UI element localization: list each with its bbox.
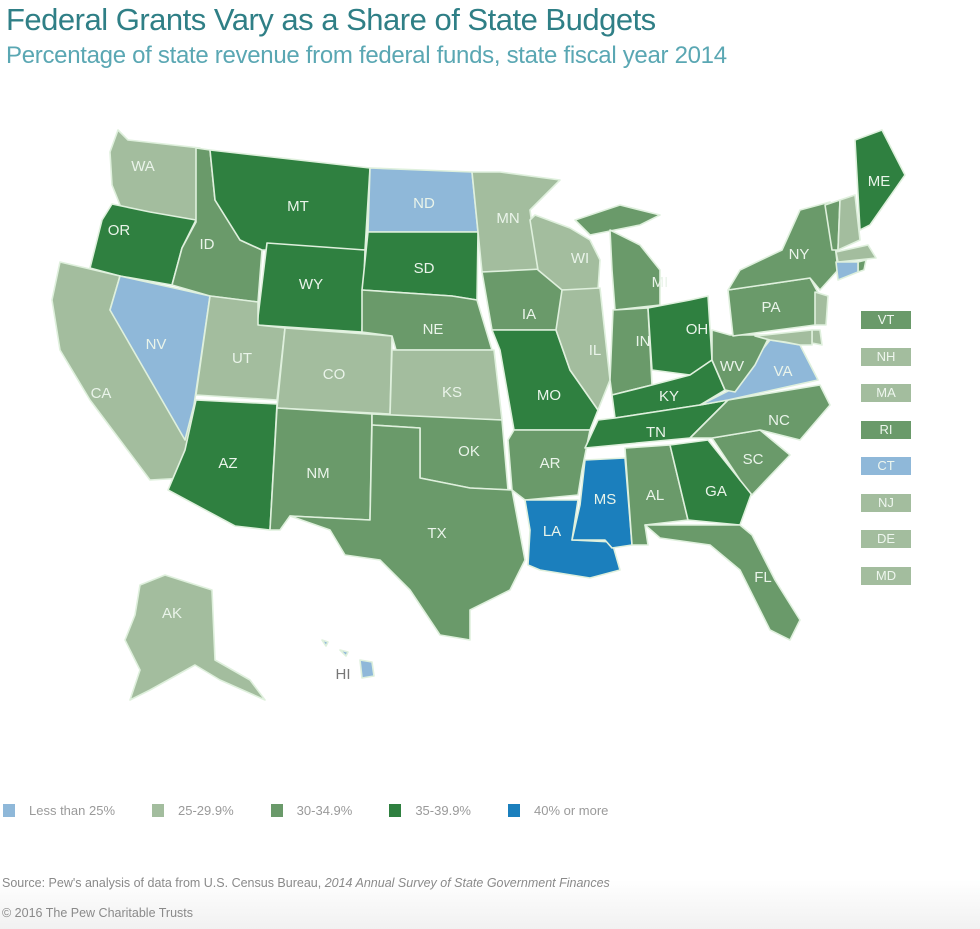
- state-label-NE: NE: [423, 321, 444, 338]
- state-label-TN: TN: [646, 424, 666, 441]
- state-MA[interactable]: [835, 244, 877, 263]
- legend: Less than 25% 25-29.9% 30-34.9% 35-39.9%…: [0, 800, 642, 820]
- state-label-MO: MO: [537, 387, 561, 404]
- state-label-IN: IN: [636, 333, 651, 350]
- state-FL[interactable]: [644, 524, 801, 641]
- state-NY[interactable]: [727, 201, 839, 291]
- state-key-MD: MD: [861, 566, 911, 585]
- state-key-CT: CT: [861, 457, 911, 475]
- source-note: Source: Pew's analysis of data from U.S.…: [2, 876, 610, 890]
- state-label-GA: GA: [705, 483, 727, 500]
- legend-label: 30-34.9%: [296, 802, 353, 818]
- state-label-WY: WY: [299, 276, 323, 293]
- state-HI[interactable]: [321, 639, 375, 679]
- state-label-HI: HI: [336, 666, 351, 683]
- state-LA[interactable]: [524, 499, 621, 579]
- legend-item-less-than-25: Less than 25%: [0, 803, 115, 818]
- state-label-PA: PA: [762, 299, 781, 316]
- legend-item-30-34: 30-34.9%: [268, 802, 353, 818]
- state-label-NV: NV: [146, 336, 167, 353]
- state-label-LA: LA: [543, 523, 561, 540]
- state-label-CA: CA: [91, 385, 112, 402]
- state-NH[interactable]: [837, 194, 861, 251]
- state-label-VA: VA: [774, 363, 793, 380]
- source-title: 2014 Annual Survey of State Government F…: [324, 876, 610, 890]
- state-label-NC: NC: [768, 412, 790, 429]
- state-label-ME: ME: [868, 173, 891, 190]
- legend-label: Less than 25%: [29, 802, 116, 818]
- state-key-VT: VT: [861, 311, 911, 329]
- state-label-AL: AL: [646, 487, 664, 504]
- state-TX[interactable]: [289, 424, 526, 641]
- state-label-OK: OK: [458, 443, 480, 460]
- state-label-MI: MI: [652, 274, 669, 291]
- footer-background: [0, 880, 980, 929]
- state-label-FL: FL: [754, 569, 772, 586]
- state-key-RI: RI: [861, 420, 911, 439]
- state-label-NY: NY: [789, 246, 810, 263]
- state-label-AR: AR: [540, 455, 561, 472]
- legend-label: 40% or more: [533, 802, 609, 818]
- state-MD[interactable]: [754, 329, 813, 346]
- state-CT[interactable]: [835, 261, 859, 281]
- state-AK[interactable]: [124, 574, 266, 701]
- state-NJ[interactable]: [814, 291, 829, 326]
- legend-label: 35-39.9%: [415, 802, 471, 818]
- state-key-DE: DE: [861, 530, 911, 548]
- state-label-SD: SD: [414, 260, 435, 277]
- state-label-CO: CO: [323, 366, 346, 383]
- state-label-WA: WA: [131, 158, 155, 175]
- state-DE[interactable]: [811, 329, 823, 346]
- state-label-WV: WV: [720, 358, 744, 375]
- state-label-AK: AK: [162, 605, 182, 622]
- chart-subtitle: Percentage of state revenue from federal…: [6, 42, 727, 69]
- state-label-UT: UT: [232, 350, 252, 367]
- state-ME[interactable]: [854, 129, 906, 231]
- legend-item-35-39: 35-39.9%: [386, 803, 471, 818]
- legend-item-40-plus: 40% or more: [505, 803, 608, 818]
- state-IN[interactable]: [609, 307, 653, 396]
- state-label-AZ: AZ: [218, 455, 237, 472]
- state-label-SC: SC: [743, 451, 764, 468]
- state-label-MS: MS: [594, 491, 617, 508]
- state-NC[interactable]: [689, 384, 831, 441]
- state-key-MA: MA: [861, 384, 911, 402]
- state-label-OH: OH: [686, 321, 709, 338]
- state-label-KY: KY: [659, 388, 679, 405]
- state-label-ND: ND: [413, 195, 435, 212]
- us-state-map: WA OR CA NV ID MT WY UT CO AZ NM ND SD N…: [51, 129, 906, 701]
- state-key-NJ: NJ: [861, 493, 911, 512]
- legend-swatch: [270, 803, 283, 817]
- state-AR[interactable]: [507, 429, 591, 501]
- state-label-ID: ID: [200, 236, 215, 253]
- state-label-IL: IL: [589, 342, 602, 359]
- legend-swatch: [3, 803, 15, 817]
- state-label-OR: OR: [108, 222, 131, 239]
- state-AZ[interactable]: [167, 399, 278, 531]
- state-WV[interactable]: [711, 329, 771, 393]
- legend-swatch: [152, 803, 165, 817]
- legend-swatch: [389, 803, 402, 817]
- state-label-TX: TX: [427, 525, 446, 542]
- state-label-MT: MT: [287, 198, 309, 215]
- state-label-MN: MN: [496, 210, 519, 227]
- state-IL[interactable]: [555, 287, 611, 411]
- legend-label: 25-29.9%: [178, 802, 234, 818]
- state-key-NH: NH: [861, 347, 911, 366]
- copyright: © 2016 The Pew Charitable Trusts: [2, 906, 194, 920]
- state-label-IA: IA: [522, 306, 536, 323]
- state-label-KS: KS: [442, 384, 462, 401]
- source-prefix: Source: Pew's analysis of data from U.S.…: [2, 876, 325, 890]
- state-label-WI: WI: [571, 250, 589, 267]
- state-label-NM: NM: [306, 465, 329, 482]
- legend-swatch: [507, 803, 520, 817]
- legend-item-25-29: 25-29.9%: [149, 803, 234, 818]
- state-RI[interactable]: [857, 259, 867, 273]
- chart-title: Federal Grants Vary as a Share of State …: [6, 2, 656, 37]
- state-NV[interactable]: [109, 275, 211, 441]
